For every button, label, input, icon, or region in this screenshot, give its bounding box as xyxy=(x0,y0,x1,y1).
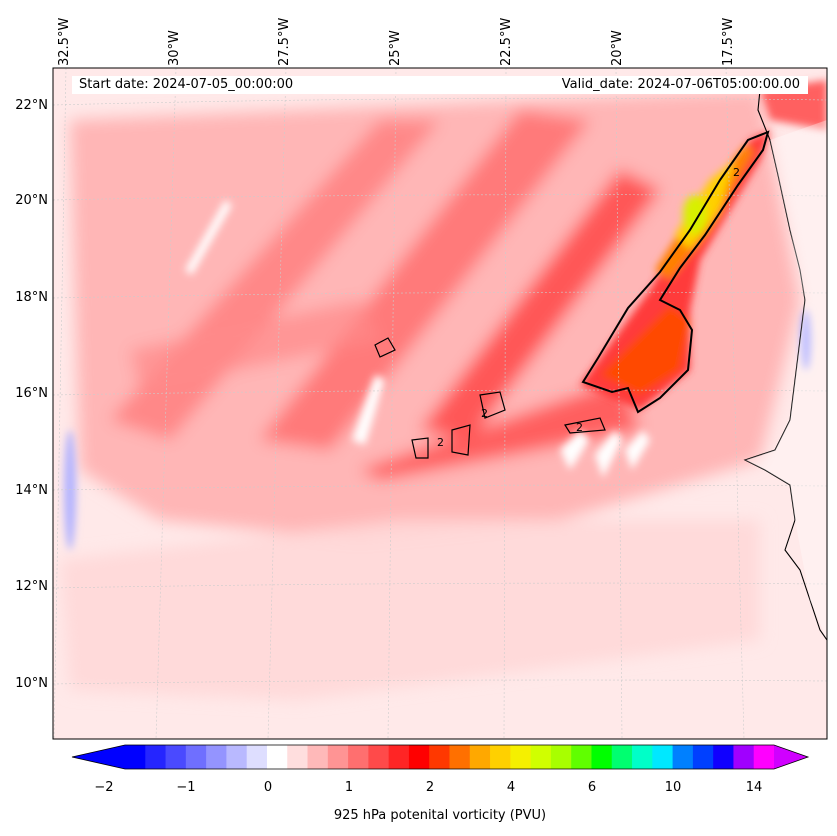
contour-label: 2 xyxy=(576,421,583,434)
colorbar-label: 925 hPa potenital vorticity (PVU) xyxy=(0,808,837,823)
figure: 32.5°W 30°W 27.5°W 25°W 22.5°W 20°W 17.5… xyxy=(0,0,837,836)
colorbar-tick-label: 1 xyxy=(345,780,353,795)
colorbar-segment xyxy=(551,745,572,769)
colorbar-segment xyxy=(226,745,247,769)
valid-date-label: Valid_date: 2024-07-06T05:00:00.00 xyxy=(562,77,800,92)
lat-label: 22°N xyxy=(0,98,48,113)
colorbar-segment xyxy=(652,745,673,769)
lat-label: 10°N xyxy=(0,676,48,691)
map-svg xyxy=(0,0,837,836)
colorbar-tick-label: −2 xyxy=(94,780,113,795)
colorbar-tick-label: 6 xyxy=(588,780,596,795)
colorbar-segment xyxy=(470,745,491,769)
lon-label: 25°W xyxy=(389,0,409,66)
colorbar-tick-label: 10 xyxy=(665,780,682,795)
colorbar-segment xyxy=(308,745,329,769)
colorbar-segment xyxy=(287,745,308,769)
colorbar-tick-label: 2 xyxy=(426,780,434,795)
colorbar-segment xyxy=(754,745,775,769)
lon-label: 27.5°W xyxy=(278,0,298,66)
colorbar-extend-high xyxy=(774,745,808,769)
colorbar-segment xyxy=(186,745,207,769)
lat-label: 16°N xyxy=(0,386,48,401)
colorbar-segment xyxy=(450,745,471,769)
pv-field xyxy=(53,68,827,739)
colorbar-segment xyxy=(713,745,734,769)
colorbar xyxy=(72,745,808,769)
colorbar-segment xyxy=(125,745,146,769)
lat-label: 18°N xyxy=(0,290,48,305)
colorbar-segment xyxy=(571,745,592,769)
colorbar-segment xyxy=(490,745,511,769)
colorbar-extend-low xyxy=(72,745,125,769)
colorbar-segment xyxy=(267,745,288,769)
colorbar-tick-label: 4 xyxy=(507,780,515,795)
colorbar-segment xyxy=(389,745,410,769)
lat-label: 14°N xyxy=(0,483,48,498)
lon-label: 32.5°W xyxy=(58,0,78,66)
colorbar-segment xyxy=(368,745,389,769)
lon-label: 17.5°W xyxy=(722,0,742,66)
lon-label: 22.5°W xyxy=(500,0,520,66)
colorbar-segment xyxy=(673,745,694,769)
colorbar-segment xyxy=(632,745,653,769)
contour-label: 2 xyxy=(481,407,488,420)
colorbar-tick-label: 14 xyxy=(746,780,763,795)
colorbar-tick-label: 0 xyxy=(264,780,272,795)
colorbar-segment xyxy=(206,745,227,769)
colorbar-tick-label: −1 xyxy=(176,780,195,795)
colorbar-segment xyxy=(612,745,633,769)
colorbar-segment xyxy=(145,745,166,769)
colorbar-segment xyxy=(328,745,349,769)
lat-label: 20°N xyxy=(0,193,48,208)
colorbar-segment xyxy=(166,745,187,769)
colorbar-segment xyxy=(591,745,612,769)
colorbar-segment xyxy=(531,745,552,769)
colorbar-segment xyxy=(348,745,369,769)
contour-label: 2 xyxy=(733,166,740,179)
colorbar-segment xyxy=(733,745,754,769)
start-date-label: Start date: 2024-07-05_00:00:00 xyxy=(79,77,293,92)
lon-label: 20°W xyxy=(611,0,631,66)
contour-label: 2 xyxy=(437,436,444,449)
lon-label: 30°W xyxy=(168,0,188,66)
date-info-box: Start date: 2024-07-05_00:00:00 Valid_da… xyxy=(72,76,808,94)
colorbar-segment xyxy=(429,745,450,769)
colorbar-segment xyxy=(247,745,268,769)
colorbar-segment xyxy=(693,745,714,769)
lat-label: 12°N xyxy=(0,579,48,594)
colorbar-segment xyxy=(409,745,430,769)
colorbar-segment xyxy=(510,745,531,769)
